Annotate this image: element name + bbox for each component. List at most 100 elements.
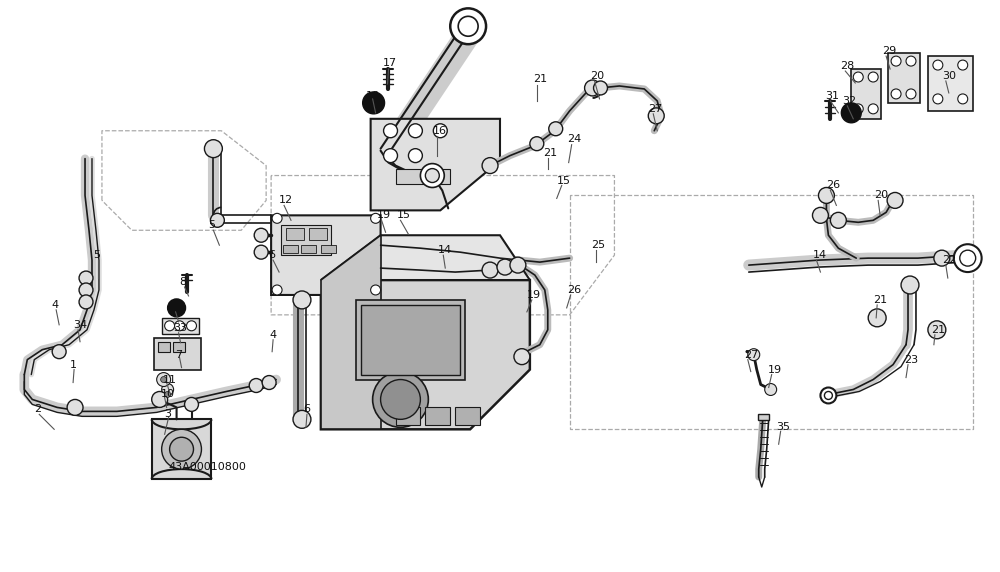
Text: 21: 21 [533,74,547,84]
Circle shape [363,92,385,114]
Circle shape [594,81,607,95]
Text: 43A00010800: 43A00010800 [169,462,246,472]
Text: 19: 19 [527,290,541,300]
Polygon shape [321,235,381,430]
Text: 24: 24 [567,134,581,144]
Polygon shape [271,215,381,295]
Polygon shape [321,235,530,280]
Text: 15: 15 [397,210,411,220]
Text: 5: 5 [93,250,100,260]
Polygon shape [152,419,211,479]
Circle shape [272,285,282,295]
Circle shape [381,380,420,419]
Circle shape [371,213,381,223]
Text: 5: 5 [208,220,215,231]
Text: 15: 15 [557,176,571,185]
Text: 33: 33 [174,323,188,333]
Text: 31: 31 [825,91,839,101]
Circle shape [408,124,422,138]
Bar [361,305,460,375]
Circle shape [958,60,968,70]
Circle shape [891,56,901,66]
Circle shape [254,228,268,242]
Text: 20: 20 [591,71,605,81]
Polygon shape [371,119,500,210]
Circle shape [157,372,171,387]
Bar [758,414,769,420]
Circle shape [853,104,863,114]
Bar [396,407,420,426]
Circle shape [868,309,886,327]
Text: 34: 34 [73,320,87,330]
Text: 4: 4 [269,330,276,340]
Polygon shape [321,280,530,430]
Circle shape [820,387,836,403]
Bar [396,169,450,184]
Bar [455,407,480,426]
Text: 27: 27 [744,349,758,360]
Bar [356,300,465,380]
Circle shape [79,295,93,309]
Circle shape [933,94,943,104]
Text: 30: 30 [942,71,956,81]
Text: 8: 8 [180,277,187,287]
Circle shape [891,89,901,99]
Bar [425,407,450,426]
Circle shape [510,257,526,273]
Circle shape [371,285,381,295]
Text: 26: 26 [567,285,581,295]
Circle shape [868,72,878,82]
Bar [286,228,304,240]
Circle shape [384,149,398,162]
Circle shape [514,349,530,364]
Circle shape [272,213,282,223]
Text: 6: 6 [303,404,310,414]
Circle shape [161,376,167,383]
Text: 16: 16 [432,126,446,136]
Circle shape [549,122,563,136]
Text: 23: 23 [904,355,918,364]
Text: 3: 3 [165,410,172,419]
Circle shape [906,56,916,66]
Circle shape [853,72,863,82]
Circle shape [450,9,486,44]
Circle shape [168,299,186,317]
Circle shape [765,383,777,395]
Text: 22: 22 [942,255,956,265]
Circle shape [152,391,168,407]
Bar [928,56,973,111]
Circle shape [830,212,846,228]
Circle shape [841,103,861,123]
Circle shape [497,259,513,275]
Circle shape [954,244,982,272]
Text: 1: 1 [70,360,77,370]
Circle shape [170,437,193,461]
Bar [162,318,199,334]
Text: 20: 20 [874,190,888,200]
Bar [851,69,881,119]
Circle shape [408,149,422,162]
Text: 14: 14 [438,245,452,255]
Bar [309,228,327,240]
Bar [173,341,185,352]
Text: 32: 32 [842,96,856,106]
Text: 11: 11 [163,375,177,384]
Text: 26: 26 [826,181,841,190]
Circle shape [928,321,946,339]
Circle shape [824,391,832,399]
Circle shape [530,137,544,150]
Circle shape [901,276,919,294]
Text: 21: 21 [543,148,557,158]
Text: 4: 4 [51,300,58,310]
Text: 17: 17 [383,58,397,68]
Circle shape [648,108,664,124]
Circle shape [254,245,268,259]
Circle shape [79,283,93,297]
Circle shape [67,399,83,415]
Circle shape [420,164,444,188]
Circle shape [373,372,428,427]
Bar [301,245,316,253]
Circle shape [482,158,498,173]
Circle shape [165,321,175,331]
Circle shape [185,398,198,411]
